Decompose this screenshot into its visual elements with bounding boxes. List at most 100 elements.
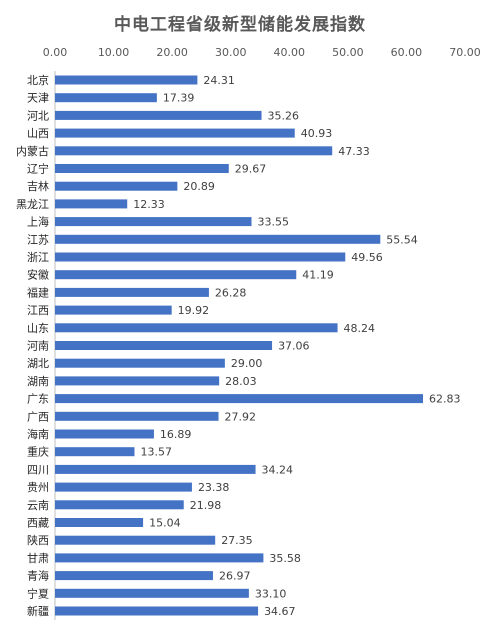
data-label: 13.57 [140, 446, 172, 459]
category-label: 重庆 [27, 445, 49, 459]
category-label: 福建 [27, 285, 49, 299]
x-tick-label: 30.00 [215, 46, 247, 59]
bar [55, 500, 184, 510]
bar [55, 110, 262, 120]
bar [55, 411, 219, 421]
data-label: 24.31 [203, 74, 235, 87]
data-label: 33.55 [258, 216, 290, 229]
data-label: 40.93 [301, 127, 333, 140]
category-label: 四川 [27, 463, 49, 476]
data-label: 19.92 [178, 304, 210, 317]
x-tick-label: 20.00 [156, 46, 188, 59]
data-label: 28.03 [225, 375, 257, 388]
x-tick-label: 40.00 [274, 46, 306, 59]
data-label: 26.28 [215, 286, 247, 299]
category-label: 浙江 [27, 251, 49, 264]
data-label: 29.00 [231, 357, 263, 370]
data-label: 41.19 [302, 269, 334, 282]
data-label: 34.24 [262, 463, 294, 476]
category-label: 宁夏 [27, 586, 49, 600]
data-label: 49.56 [351, 251, 383, 264]
x-tick-label: 0.00 [43, 46, 68, 59]
bar [55, 518, 144, 527]
data-label: 27.92 [225, 410, 257, 423]
bar [55, 323, 338, 333]
data-label: 27.35 [221, 534, 253, 547]
x-tick-label: 60.00 [391, 46, 423, 59]
category-label: 海南 [27, 427, 49, 441]
data-label: 33.10 [255, 587, 287, 600]
category-label: 黑龙江 [16, 198, 49, 211]
bar [55, 606, 259, 616]
category-label: 吉林 [27, 179, 49, 193]
bar [55, 535, 216, 545]
category-label: 青海 [27, 569, 49, 583]
category-label: 广东 [27, 393, 49, 406]
category-label: 甘肃 [27, 552, 49, 565]
chart-title: 中电工程省级新型储能发展指数 [114, 15, 366, 35]
bar [55, 164, 229, 173]
bar [55, 447, 135, 457]
data-label: 29.67 [235, 163, 267, 176]
category-label: 江苏 [27, 233, 49, 246]
bar [55, 217, 252, 227]
data-label: 17.39 [163, 92, 195, 105]
data-label: 12.33 [133, 198, 165, 211]
data-label: 20.89 [183, 180, 215, 193]
bar [55, 358, 225, 368]
bar [55, 287, 209, 297]
category-label: 西藏 [27, 517, 49, 530]
bar [55, 181, 178, 191]
category-label: 广西 [27, 410, 49, 423]
data-label: 34.67 [264, 605, 296, 618]
bar [55, 376, 220, 386]
bar [55, 588, 249, 598]
bar [55, 75, 198, 85]
data-label: 37.06 [278, 340, 310, 353]
bar [55, 429, 154, 439]
category-label: 内蒙古 [16, 144, 49, 158]
data-label: 15.04 [149, 517, 181, 530]
bar [55, 571, 213, 581]
data-label: 16.89 [160, 428, 192, 441]
category-label: 辽宁 [27, 162, 49, 176]
category-label: 新疆 [27, 604, 49, 618]
category-label: 天津 [27, 92, 49, 105]
bar [55, 482, 192, 492]
bar [55, 553, 264, 563]
data-label: 35.58 [269, 552, 301, 565]
data-label: 23.38 [198, 481, 230, 494]
category-label: 江西 [27, 304, 49, 317]
category-label: 山西 [27, 127, 49, 140]
x-tick-label: 50.00 [332, 46, 364, 59]
category-label: 贵州 [27, 481, 49, 494]
category-label: 云南 [27, 499, 49, 512]
x-tick-label: 70.00 [449, 46, 480, 59]
bar [55, 234, 381, 244]
bar [55, 394, 424, 404]
data-label: 47.33 [338, 145, 370, 158]
data-label: 48.24 [344, 322, 376, 335]
bar [55, 128, 295, 138]
category-label: 北京 [27, 73, 49, 87]
bar [55, 252, 346, 262]
bar [55, 305, 172, 315]
category-label: 河南 [27, 340, 49, 353]
category-label: 陕西 [27, 533, 49, 547]
bar [55, 464, 256, 474]
data-label: 55.54 [386, 233, 418, 246]
data-label: 26.97 [219, 570, 251, 583]
data-label: 21.98 [190, 499, 222, 512]
bar [55, 93, 157, 103]
bar [55, 341, 273, 350]
category-label: 上海 [27, 215, 49, 229]
category-label: 安徽 [27, 268, 49, 282]
data-label: 35.26 [268, 109, 300, 122]
bar [55, 146, 333, 156]
category-label: 湖北 [27, 357, 49, 370]
category-label: 山东 [27, 322, 49, 335]
data-label: 62.83 [429, 393, 461, 406]
category-label: 河北 [27, 109, 49, 122]
